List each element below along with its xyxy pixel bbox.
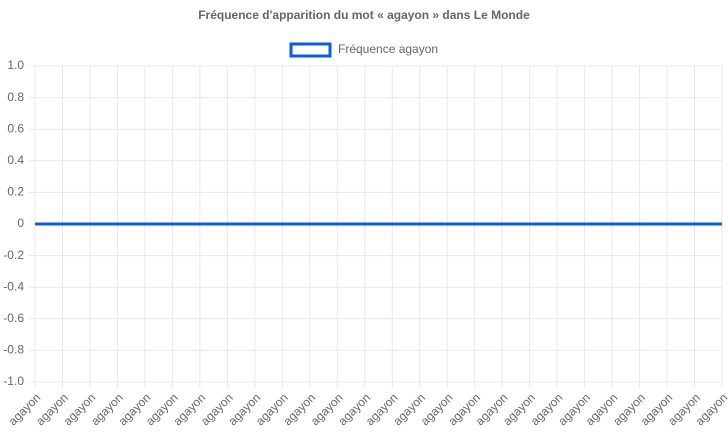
chart-title: Fréquence d'apparition du mot « agayon »…: [198, 8, 530, 22]
y-tick-label: -0.6: [3, 311, 24, 325]
y-tick-label: 0.4: [7, 153, 24, 167]
y-tick-label: -0.8: [3, 343, 24, 357]
y-tick-label: -0.2: [3, 248, 24, 262]
y-tick-label: 0.8: [7, 90, 24, 104]
legend-label: Fréquence agayon: [338, 42, 438, 56]
legend-swatch: [289, 42, 332, 58]
y-tick-label: 0.6: [7, 121, 24, 135]
y-tick-label: 1.0: [7, 58, 24, 72]
y-tick-label: -0.4: [3, 279, 24, 293]
y-tick-label: 0.2: [7, 185, 24, 199]
y-tick-label: 0: [17, 216, 24, 230]
y-tick-label: -1.0: [3, 374, 24, 388]
